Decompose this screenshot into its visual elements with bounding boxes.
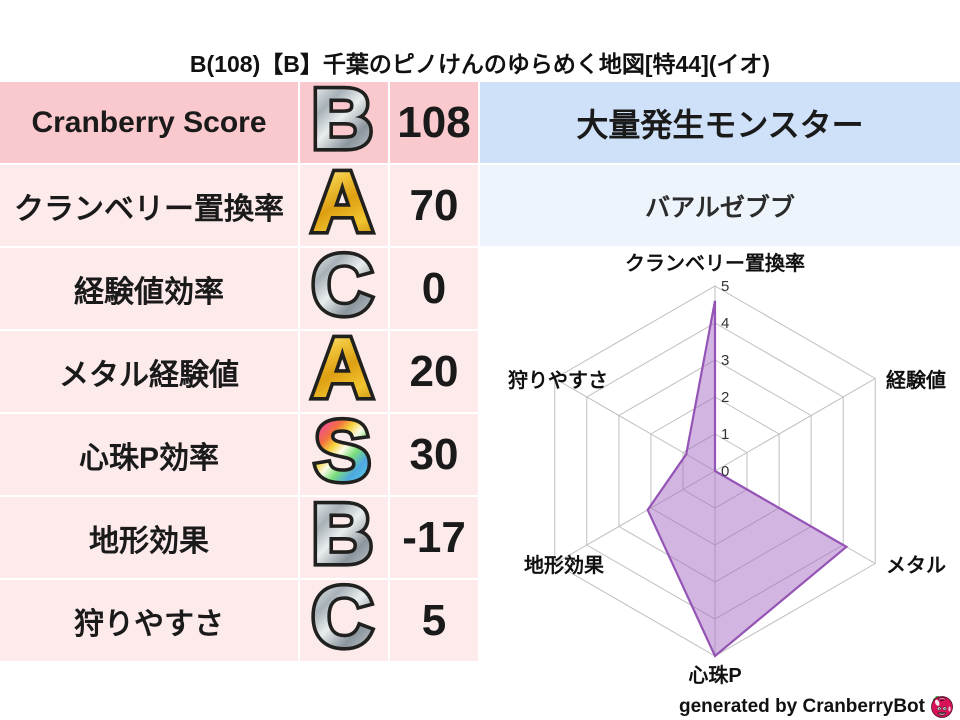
svg-text:地形効果: 地形効果 [524,553,604,577]
svg-text:B: B [311,81,373,165]
svg-text:狩りやすさ: 狩りやすさ [508,368,608,392]
svg-text:経験値: 経験値 [886,368,946,392]
svg-text:S: S [314,413,371,497]
svg-text:3: 3 [721,352,729,369]
svg-text:B: B [311,496,373,580]
svg-text:2: 2 [721,389,729,406]
svg-text:心珠P: 心珠P [688,664,741,687]
svg-text:0: 0 [721,463,729,480]
svg-text:4: 4 [721,315,729,332]
svg-text:C: C [311,247,373,331]
svg-text:C: C [311,579,373,663]
svg-text:クランベリー置換率: クランベリー置換率 [625,251,805,275]
svg-text:A: A [311,330,373,414]
svg-text:1: 1 [721,426,729,443]
svg-text:5: 5 [721,278,729,295]
svg-text:メタル: メタル [886,554,946,577]
svg-text:A: A [311,164,373,248]
